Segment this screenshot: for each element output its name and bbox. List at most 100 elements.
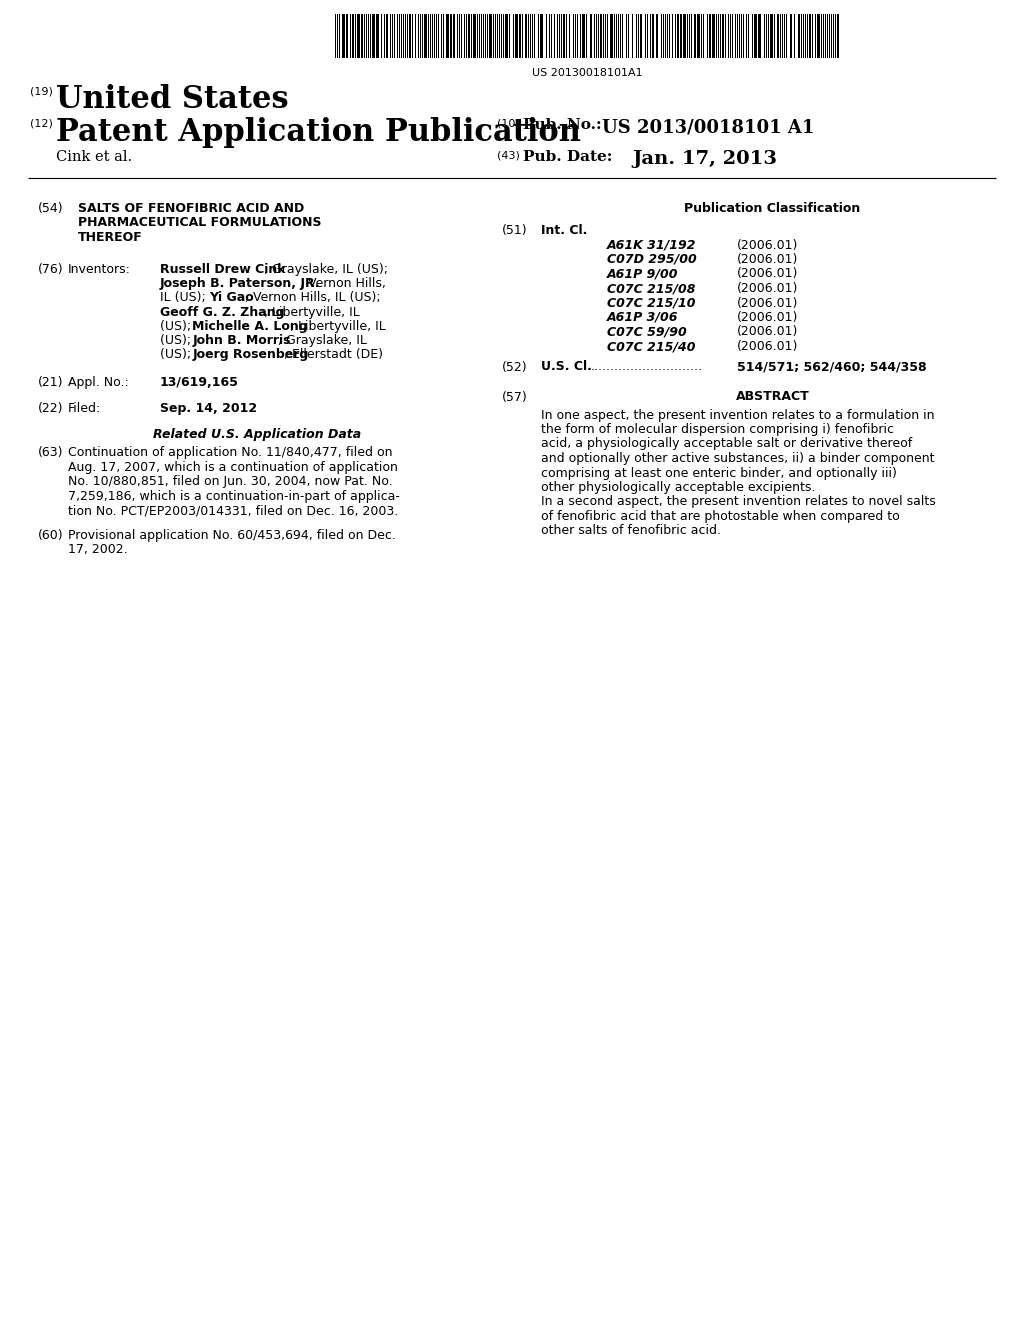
Bar	[357, 15, 360, 58]
Bar	[361, 15, 362, 58]
Text: (12): (12)	[30, 117, 53, 128]
Text: US 20130018101A1: US 20130018101A1	[532, 69, 643, 78]
Text: acid, a physiologically acceptable salt or derivative thereof: acid, a physiologically acceptable salt …	[541, 437, 912, 450]
Bar	[683, 15, 686, 58]
Text: Aug. 17, 2007, which is a continuation of application: Aug. 17, 2007, which is a continuation o…	[68, 461, 398, 474]
Text: No. 10/880,851, filed on Jun. 30, 2004, now Pat. No.: No. 10/880,851, filed on Jun. 30, 2004, …	[68, 475, 392, 488]
Text: Cink et al.: Cink et al.	[56, 150, 132, 164]
Text: Sep. 14, 2012: Sep. 14, 2012	[160, 403, 257, 416]
Text: 13/619,165: 13/619,165	[160, 376, 239, 389]
Text: , Libertyville, IL: , Libertyville, IL	[264, 306, 359, 318]
Text: Russell Drew Cink: Russell Drew Cink	[160, 263, 286, 276]
Text: Int. Cl.: Int. Cl.	[541, 224, 588, 238]
Text: Provisional application No. 60/453,694, filed on Dec.: Provisional application No. 60/453,694, …	[68, 529, 396, 543]
Text: SALTS OF FENOFIBRIC ACID AND: SALTS OF FENOFIBRIC ACID AND	[78, 202, 304, 215]
Bar	[473, 15, 476, 58]
Text: , Vernon Hills, IL (US);: , Vernon Hills, IL (US);	[245, 292, 381, 305]
Bar	[680, 15, 682, 58]
Text: C07C 215/10: C07C 215/10	[607, 297, 695, 309]
Text: (US);: (US);	[160, 348, 196, 362]
Bar	[817, 15, 820, 58]
Bar	[525, 15, 527, 58]
Text: PHARMACEUTICAL FORMULATIONS: PHARMACEUTICAL FORMULATIONS	[78, 216, 322, 230]
Bar	[712, 15, 715, 58]
Text: Jan. 17, 2013: Jan. 17, 2013	[632, 150, 777, 168]
Bar	[758, 15, 761, 58]
Bar	[450, 15, 452, 58]
Text: ABSTRACT: ABSTRACT	[735, 391, 809, 404]
Text: Pub. No.:: Pub. No.:	[523, 117, 602, 132]
Text: (2006.01): (2006.01)	[737, 239, 799, 252]
Bar	[709, 15, 711, 58]
Text: John B. Morris: John B. Morris	[193, 334, 291, 347]
Text: (US);: (US);	[160, 319, 196, 333]
Text: Joseph B. Paterson, JR.: Joseph B. Paterson, JR.	[160, 277, 321, 290]
Bar	[590, 15, 592, 58]
Text: ............................: ............................	[591, 360, 703, 374]
Text: U.S. Cl.: U.S. Cl.	[541, 360, 592, 374]
Bar	[424, 15, 427, 58]
Bar	[489, 15, 492, 58]
Text: Pub. Date:: Pub. Date:	[523, 150, 612, 164]
Text: IL (US);: IL (US);	[160, 292, 210, 305]
Bar	[386, 15, 388, 58]
Text: (54): (54)	[38, 202, 63, 215]
Text: (21): (21)	[38, 376, 63, 389]
Text: A61K 31/192: A61K 31/192	[607, 239, 696, 252]
Bar	[409, 15, 411, 58]
Text: comprising at least one enteric binder, and optionally iii): comprising at least one enteric binder, …	[541, 466, 897, 479]
Bar	[798, 15, 800, 58]
Text: (60): (60)	[38, 529, 63, 543]
Text: Yi Gao: Yi Gao	[209, 292, 253, 305]
Text: Continuation of application No. 11/840,477, filed on: Continuation of application No. 11/840,4…	[68, 446, 392, 459]
Text: A61P 3/06: A61P 3/06	[607, 312, 679, 323]
Bar	[754, 15, 757, 58]
Text: In one aspect, the present invention relates to a formulation in: In one aspect, the present invention rel…	[541, 408, 935, 421]
Text: (76): (76)	[38, 263, 63, 276]
Text: (2006.01): (2006.01)	[737, 312, 799, 323]
Bar	[468, 15, 470, 58]
Text: Geoff G. Z. Zhang: Geoff G. Z. Zhang	[160, 306, 285, 318]
Text: Joerg Rosenberg: Joerg Rosenberg	[193, 348, 308, 362]
Bar	[346, 15, 348, 58]
Bar	[563, 15, 565, 58]
Text: (2006.01): (2006.01)	[737, 268, 799, 281]
Bar	[837, 15, 839, 58]
Bar	[697, 15, 700, 58]
Text: Patent Application Publication: Patent Application Publication	[56, 117, 581, 148]
Bar	[376, 15, 379, 58]
Text: (2006.01): (2006.01)	[737, 326, 799, 338]
Text: A61P 9/00: A61P 9/00	[607, 268, 679, 281]
Text: (10): (10)	[497, 117, 520, 128]
Text: Inventors:: Inventors:	[68, 263, 131, 276]
Bar	[372, 15, 375, 58]
Bar	[722, 15, 724, 58]
Text: (52): (52)	[502, 360, 527, 374]
Bar	[582, 15, 585, 58]
Text: (19): (19)	[30, 86, 53, 96]
Bar	[777, 15, 779, 58]
Text: Michelle A. Long: Michelle A. Long	[193, 319, 308, 333]
Text: (51): (51)	[502, 224, 527, 238]
Text: other salts of fenofibric acid.: other salts of fenofibric acid.	[541, 524, 721, 537]
Text: Related U.S. Application Data: Related U.S. Application Data	[154, 429, 361, 441]
Text: (2006.01): (2006.01)	[737, 282, 799, 294]
Text: (43): (43)	[497, 150, 520, 160]
Text: 514/571; 562/460; 544/358: 514/571; 562/460; 544/358	[737, 360, 927, 374]
Text: of fenofibric acid that are photostable when compared to: of fenofibric acid that are photostable …	[541, 510, 900, 523]
Text: C07D 295/00: C07D 295/00	[607, 253, 696, 267]
Bar	[519, 15, 521, 58]
Bar	[453, 15, 455, 58]
Bar	[770, 15, 773, 58]
Text: C07C 215/40: C07C 215/40	[607, 341, 695, 352]
Text: (US);: (US);	[160, 334, 196, 347]
Text: (63): (63)	[38, 446, 63, 459]
Bar	[652, 15, 654, 58]
Text: the form of molecular dispersion comprising i) fenofibric: the form of molecular dispersion compris…	[541, 422, 894, 436]
Bar	[342, 15, 345, 58]
Text: , Grayslake, IL (US);: , Grayslake, IL (US);	[264, 263, 388, 276]
Bar	[656, 15, 658, 58]
Bar	[640, 15, 642, 58]
Text: C07C 215/08: C07C 215/08	[607, 282, 695, 294]
Text: , Vernon Hills,: , Vernon Hills,	[300, 277, 386, 290]
